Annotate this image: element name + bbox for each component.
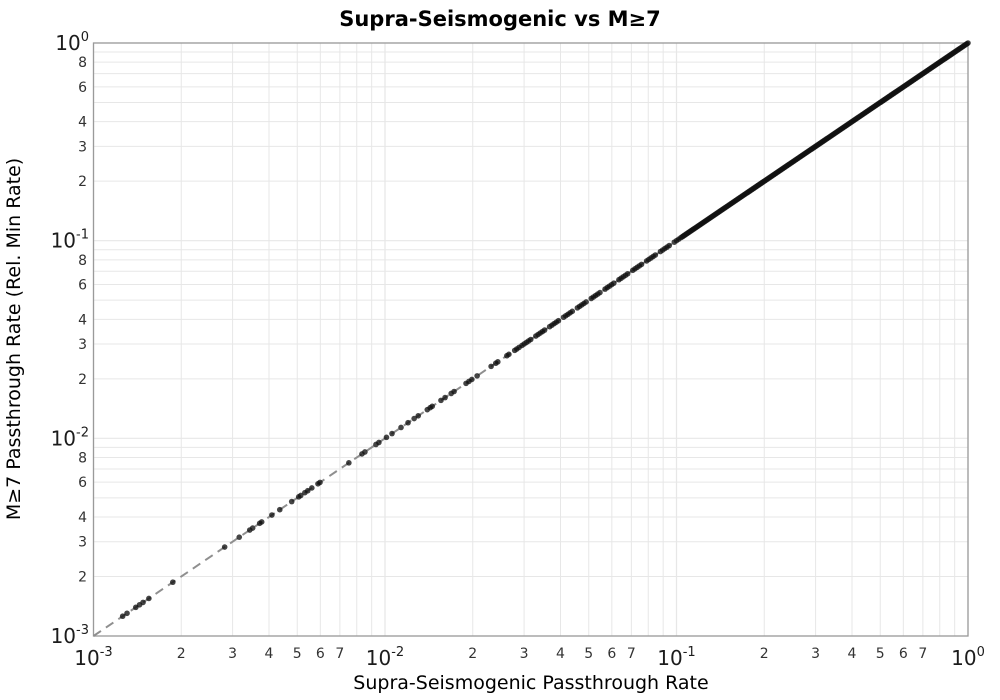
data-point xyxy=(569,308,576,315)
data-point xyxy=(411,415,417,422)
data-point xyxy=(415,413,422,419)
data-point xyxy=(304,487,311,494)
x-minor-tick-label: 4 xyxy=(556,646,565,662)
y-minor-tick-label: 3 xyxy=(78,139,87,155)
data-point xyxy=(124,610,130,617)
plot-border xyxy=(92,42,969,637)
y-minor-tick-label: 3 xyxy=(78,337,87,353)
data-point xyxy=(429,403,436,410)
data-point xyxy=(236,534,243,540)
x-tick-label: 10-3 xyxy=(74,645,112,670)
x-minor-tick-label: 2 xyxy=(177,646,186,662)
data-point xyxy=(249,525,256,531)
x-minor-tick-label: 5 xyxy=(584,646,593,662)
data-point xyxy=(405,419,411,426)
data-point xyxy=(541,327,548,333)
y-minor-tick-label: 8 xyxy=(78,55,87,71)
x-minor-tick-label: 7 xyxy=(335,646,344,662)
data-point xyxy=(474,373,480,379)
y-minor-tick-label: 4 xyxy=(78,510,87,526)
y-minor-tick-label: 4 xyxy=(78,115,87,131)
y-tick-label: 10-1 xyxy=(51,228,89,253)
data-point xyxy=(442,394,448,401)
data-point xyxy=(597,289,603,296)
y-tick-label: 10-2 xyxy=(51,425,89,450)
data-point xyxy=(362,449,368,455)
data-point xyxy=(624,270,631,277)
y-axis-tick-labels: 100 10-1 10-2 10-3 2 3 4 6 8 2 3 4 6 8 2 3 4 6 8 xyxy=(51,30,89,648)
data-point xyxy=(258,519,265,525)
data-point xyxy=(506,351,512,358)
x-tick-label: 100 xyxy=(951,645,985,670)
chart-title: Supra-Seismogenic vs M≥7 xyxy=(339,7,661,31)
data-point xyxy=(221,544,228,550)
y-minor-tick-label: 4 xyxy=(78,312,87,328)
data-point xyxy=(288,498,295,505)
x-minor-tick-label: 4 xyxy=(848,646,857,662)
x-minor-tick-label: 2 xyxy=(760,646,769,662)
x-minor-tick-label: 4 xyxy=(265,646,274,662)
data-point xyxy=(666,242,673,249)
data-point xyxy=(346,460,352,466)
y-minor-tick-label: 2 xyxy=(78,174,87,190)
data-point xyxy=(469,376,475,383)
data-point xyxy=(383,434,390,441)
data-point xyxy=(495,359,501,365)
data-point xyxy=(398,424,404,431)
data-point xyxy=(611,280,617,286)
data-point xyxy=(309,485,315,491)
x-tick-label: 10-1 xyxy=(657,645,695,670)
y-minor-tick-label: 6 xyxy=(78,475,87,491)
x-minor-tick-label: 5 xyxy=(293,646,302,662)
data-point xyxy=(169,579,176,586)
x-minor-tick-label: 3 xyxy=(811,646,820,662)
y-minor-tick-label: 2 xyxy=(78,569,87,585)
data-point xyxy=(583,299,589,305)
data-point xyxy=(317,479,323,486)
data-point xyxy=(297,492,304,499)
data-points xyxy=(119,40,971,620)
data-point xyxy=(276,506,283,513)
x-axis-label: Supra-Seismogenic Passthrough Rate xyxy=(353,672,708,694)
y-minor-tick-label: 6 xyxy=(78,80,87,96)
y-axis-label: M≥7 Passthrough Rate (Rel. Min Rate) xyxy=(3,158,25,520)
x-minor-tick-label: 3 xyxy=(520,646,529,662)
x-minor-tick-label: 6 xyxy=(316,646,325,662)
y-minor-tick-label: 8 xyxy=(78,253,87,269)
data-point xyxy=(451,388,457,395)
data-point xyxy=(140,599,146,606)
x-minor-tick-label: 7 xyxy=(918,646,927,662)
x-minor-tick-label: 6 xyxy=(899,646,908,662)
data-point xyxy=(389,430,395,437)
x-minor-tick-label: 7 xyxy=(627,646,636,662)
data-point xyxy=(146,595,152,602)
y-minor-tick-label: 3 xyxy=(78,535,87,551)
y-minor-tick-label: 8 xyxy=(78,450,87,466)
x-tick-label: 10-2 xyxy=(366,645,404,670)
data-point xyxy=(119,613,126,620)
y-tick-label: 10-3 xyxy=(51,623,89,648)
data-point xyxy=(376,439,382,446)
x-minor-tick-label: 2 xyxy=(468,646,477,662)
data-point xyxy=(652,252,659,258)
gridlines xyxy=(92,42,969,637)
x-minor-tick-label: 3 xyxy=(228,646,237,662)
data-point xyxy=(527,336,534,343)
y-tick-label: 100 xyxy=(55,30,89,55)
data-point xyxy=(555,317,562,324)
x-minor-tick-label: 5 xyxy=(876,646,885,662)
x-minor-tick-label: 6 xyxy=(607,646,616,662)
data-point xyxy=(965,40,971,46)
data-point xyxy=(488,363,494,370)
y-minor-tick-label: 2 xyxy=(78,372,87,388)
data-point xyxy=(438,397,444,404)
data-point xyxy=(269,512,275,518)
y-minor-tick-label: 6 xyxy=(78,278,87,294)
data-point xyxy=(638,261,645,268)
